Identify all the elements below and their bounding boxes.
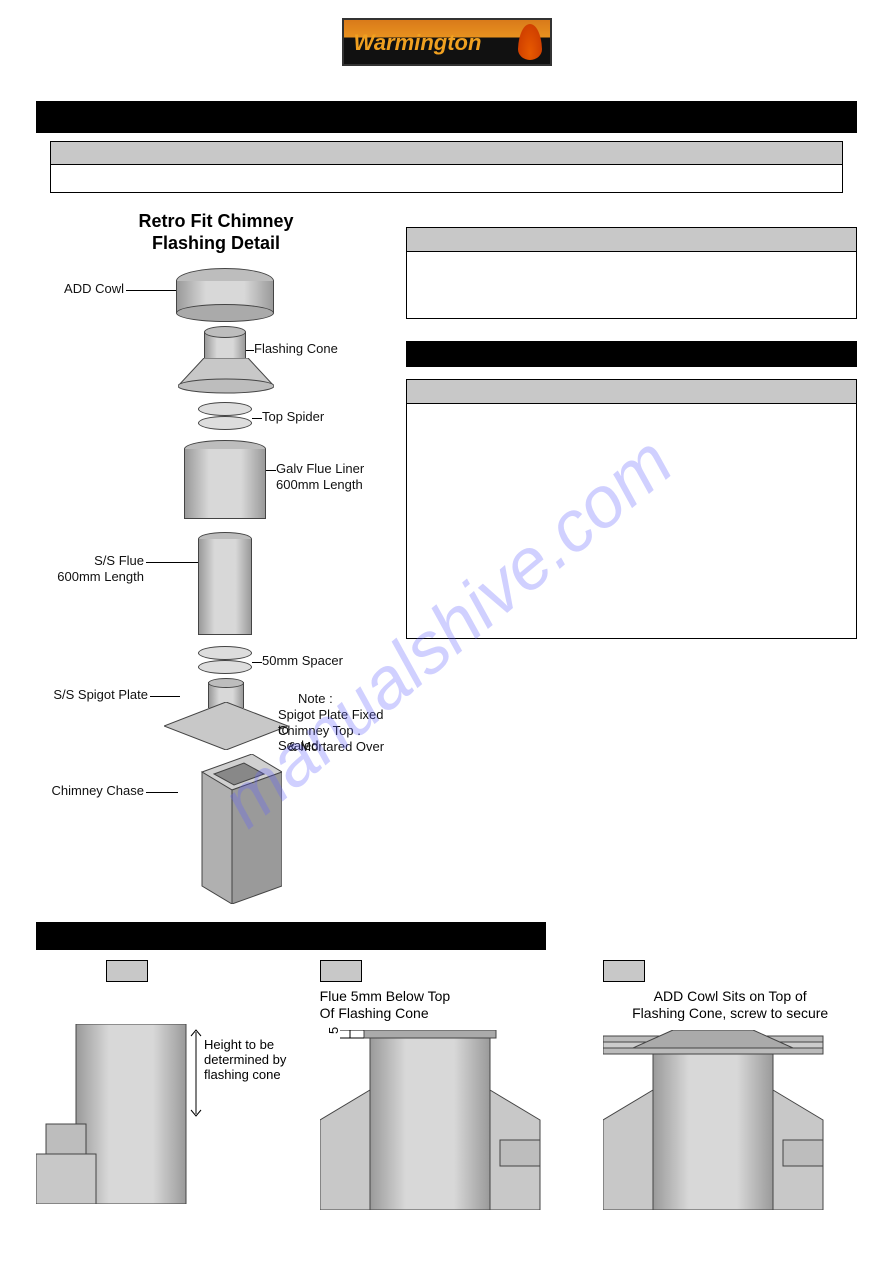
sub-header-row [50,141,843,165]
fig2-dim: 5 [326,1027,341,1034]
section-bar-2 [406,341,857,367]
label-galv-l2: 600mm Length [276,478,363,493]
part-liner-body [184,449,266,519]
figure-3-tag [603,960,645,982]
label-chase: Chimney Chase [36,784,144,799]
info-box-2 [406,379,857,639]
info-box-2-head [407,380,856,404]
figure-2-svg [320,1030,550,1210]
figure-1-tag [106,960,148,982]
label-ssflue-l2: 600mm Length [36,570,144,585]
flame-icon [518,24,542,60]
label-ssflue-l1: S/S Flue [36,554,144,569]
part-spigot-necktop [208,678,244,688]
label-note-head: Note : [298,692,333,707]
figure-2-tag [320,960,362,982]
figure-2-caption: Flue 5mm Below Top Of Flashing Cone [320,988,574,1024]
label-flashing-cone: Flashing Cone [254,342,338,357]
part-spigot-plate [164,702,288,750]
leader [252,418,262,419]
part-spider-bot [198,416,252,430]
logo-container: Warmington [0,0,893,71]
part-ssflue-body [198,539,252,635]
figure-3-caption: ADD Cowl Sits on Top of Flashing Cone, s… [603,988,857,1024]
info-box-1-head [407,228,856,252]
section-bar-3 [36,922,546,950]
exploded-diagram: ADD Cowl Flashing Cone Top Spider [36,264,396,914]
part-spacer-bot [198,660,252,674]
part-cone-flare [178,358,274,394]
label-add-cowl: ADD Cowl [36,282,124,297]
leader [126,290,176,291]
part-chimney-chase [172,754,282,904]
fig1-cap-l3: flashing cone [204,1067,281,1082]
label-spigot: S/S Spigot Plate [36,688,148,703]
part-spider-top [198,402,252,416]
leader [150,696,180,697]
diagram-title-l2: Flashing Detail [152,233,280,253]
part-spacer-top [198,646,252,660]
leader [146,562,198,563]
fig3-cap-l2: Flashing Cone, screw to secure [632,1005,828,1021]
info-box-2-body [407,404,856,638]
leader [246,350,254,351]
brand-name: Warmington [354,30,482,56]
diagram-title-l1: Retro Fit Chimney [138,211,293,231]
label-galv-l1: Galv Flue Liner [276,462,364,477]
figure-1: Height to be determined by flashing cone [36,960,290,1215]
brand-logo: Warmington [342,18,552,66]
figure-3-svg [603,1030,833,1210]
info-box-1 [406,227,857,319]
fig2-cap-l1: Flue 5mm Below Top [320,988,450,1004]
fig3-cap-l1: ADD Cowl Sits on Top of [654,988,807,1004]
diagram-title: Retro Fit Chimney Flashing Detail [36,211,396,254]
main-title-bar [36,101,857,133]
leader [266,470,276,471]
info-box-1-body [407,252,856,318]
fig1-cap-l1: Height to be [204,1037,274,1052]
label-spacer: 50mm Spacer [262,654,343,669]
figure-2: Flue 5mm Below Top Of Flashing Cone 5 [320,960,574,1215]
sub-header-blank [50,165,843,193]
part-cowl-bottom [176,304,274,322]
label-top-spider: Top Spider [262,410,324,425]
figure-3: ADD Cowl Sits on Top of Flashing Cone, s… [603,960,857,1215]
leader [252,662,262,663]
part-cone-necktop [204,326,246,338]
label-note-l3: & Mortared Over [288,740,384,755]
fig2-cap-l2: Of Flashing Cone [320,1005,429,1021]
fig1-cap-l2: determined by [204,1052,286,1067]
